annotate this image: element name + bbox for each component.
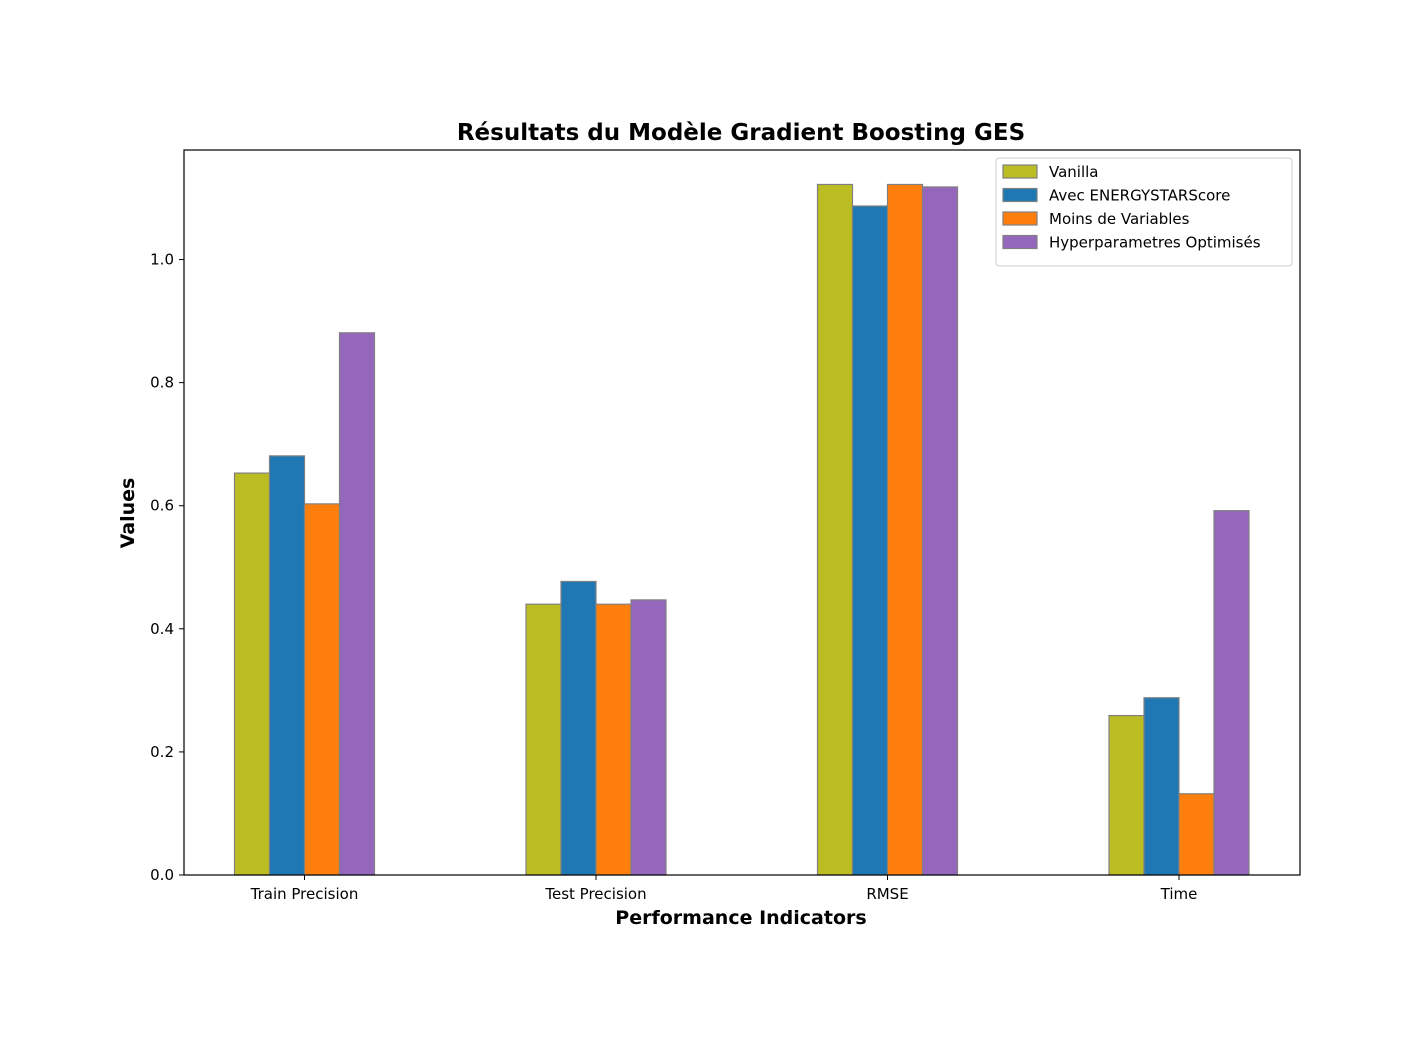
- bar-1-4: [338, 332, 376, 876]
- bar-4-4: [1213, 510, 1250, 876]
- x-tick-label: Time: [1160, 885, 1198, 903]
- bar-2-2: [560, 580, 597, 876]
- y-tick-label: 0.0: [150, 866, 174, 884]
- bar-4-1: [1108, 714, 1145, 876]
- y-axis-title: Values: [117, 478, 139, 549]
- bar-2-4: [630, 599, 667, 876]
- bar-3-4: [921, 186, 959, 876]
- x-tick-label: RMSE: [866, 885, 908, 903]
- bar-1-2: [268, 455, 306, 876]
- bar-3-3: [886, 183, 924, 876]
- bar-3-1: [816, 183, 854, 876]
- y-tick-label: 0.6: [150, 497, 174, 515]
- y-tick-label: 1.0: [150, 251, 174, 269]
- bar-1-3: [303, 503, 341, 876]
- bar-4-2: [1143, 697, 1180, 876]
- legend-swatch: [1002, 211, 1038, 226]
- bar-2-3: [595, 603, 632, 876]
- legend-label: Avec ENERGYSTARScore: [1049, 187, 1230, 205]
- legend-box: [995, 157, 1293, 267]
- y-tick-label: 0.2: [150, 743, 174, 761]
- chart-title: Résultats du Modèle Gradient Boosting GE…: [457, 120, 1025, 146]
- bar-2-1: [525, 603, 562, 876]
- legend-swatch: [1002, 234, 1038, 250]
- legend-label: Vanilla: [1049, 163, 1099, 181]
- legend-label: Moins de Variables: [1049, 210, 1190, 228]
- legend-swatch: [1002, 187, 1038, 203]
- y-axis: 0.0 0.2 0.4 0.6 0.8 1.0: [150, 251, 184, 884]
- x-axis: Train Precision Test Precision RMSE Time: [250, 875, 1198, 903]
- legend: Vanilla Avec ENERGYSTARScore Moins de Vari…: [995, 157, 1293, 267]
- legend-label: Hyperparametres Optimisés: [1049, 234, 1261, 252]
- bar-3-2: [851, 205, 889, 876]
- bars-group: [233, 183, 1250, 876]
- legend-swatch: [1002, 164, 1038, 179]
- bar-1-1: [233, 472, 271, 876]
- bar-4-3: [1178, 793, 1215, 876]
- y-tick-label: 0.4: [150, 620, 174, 638]
- y-tick-label: 0.8: [150, 374, 174, 392]
- plot-frame: [183, 149, 1301, 876]
- x-tick-label: Train Precision: [250, 885, 359, 903]
- x-axis-title: Performance Indicators: [615, 907, 866, 929]
- x-tick-label: Test Precision: [544, 885, 646, 903]
